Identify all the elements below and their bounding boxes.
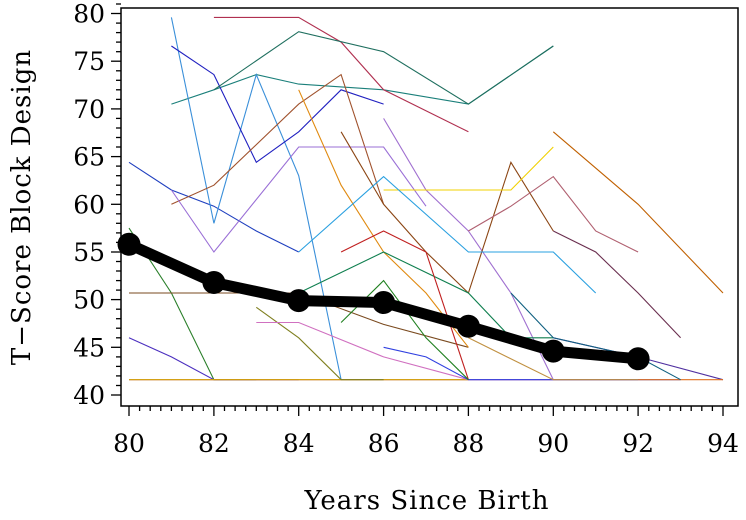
- individual-series-line-11: [170, 146, 427, 253]
- individual-series-line-1: [128, 161, 299, 253]
- individual-series-line-10: [171, 73, 385, 205]
- y-axis: 40 45 50 55 60 65 70 75 80: [73, 0, 121, 410]
- y-tick-label: 50: [73, 286, 105, 315]
- x-tick-label: 82: [198, 429, 230, 458]
- y-tick-label: 40: [73, 381, 105, 410]
- y-tick-label: 60: [73, 190, 105, 219]
- mean-series-point-3: [287, 289, 311, 313]
- individual-series-line-22: [298, 251, 554, 339]
- x-tick-label: 86: [368, 429, 400, 458]
- mean-series-point-2: [202, 271, 226, 294]
- x-axis-label: Years Since Birth: [304, 486, 550, 516]
- individual-series-line-20: [553, 230, 681, 339]
- x-tick-label: 80: [113, 429, 145, 458]
- individual-series-line-19: [552, 131, 724, 294]
- y-tick-label: 75: [73, 47, 105, 76]
- mean-series-point-5: [456, 314, 480, 338]
- individual-series-line-25: [256, 321, 469, 381]
- x-tick-label: 92: [622, 429, 654, 458]
- mean-series-point-7: [626, 347, 650, 371]
- y-tick-label: 55: [73, 238, 105, 267]
- individual-series-line-31: [510, 292, 681, 381]
- individual-series-line-8: [170, 17, 342, 380]
- plot-frame: [120, 7, 739, 407]
- individual-series-line-29: [468, 337, 639, 381]
- x-tick-label: 90: [537, 429, 569, 458]
- y-tick-label: 45: [73, 333, 105, 362]
- y-tick-label: 70: [73, 95, 105, 124]
- individual-series-group: [128, 16, 724, 381]
- x-tick-label: 94: [707, 429, 739, 458]
- mean-series-point-1: [117, 232, 141, 256]
- mean-series-point-4: [372, 291, 396, 314]
- individual-series-line-17: [383, 146, 554, 191]
- x-tick-label: 88: [452, 429, 484, 458]
- individual-series-line-21: [298, 175, 597, 294]
- individual-series-line-18: [468, 175, 639, 253]
- y-tick-label: 80: [73, 0, 105, 29]
- mean-series-point-6: [541, 339, 565, 363]
- y-axis-label: T−Score Block Design: [7, 49, 37, 365]
- individual-series-line-24: [255, 306, 384, 381]
- individual-series-line-7: [171, 45, 554, 105]
- individual-series-line-9: [171, 45, 384, 164]
- individual-series-line-4: [128, 337, 299, 381]
- individual-series-line-16: [340, 131, 554, 295]
- x-tick-label: 84: [283, 429, 315, 458]
- individual-series-line-13: [213, 31, 554, 105]
- x-axis: 80 82 84 86 88 90 92 94: [113, 406, 739, 458]
- y-tick-label: 65: [73, 143, 105, 172]
- mean-series-group: [117, 232, 650, 371]
